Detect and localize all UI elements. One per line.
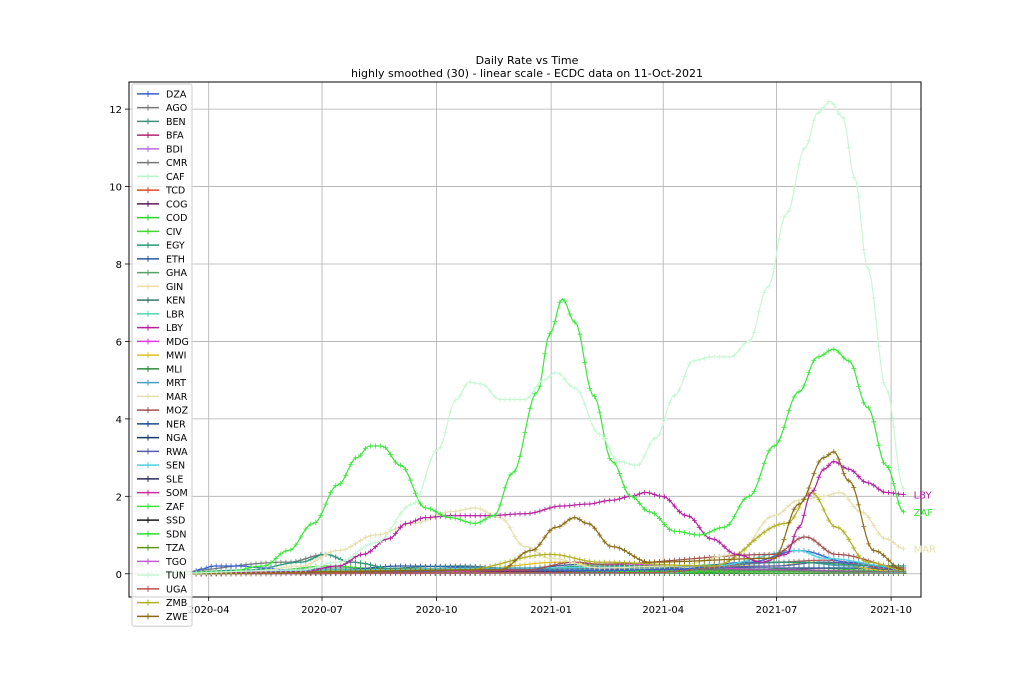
series-line (151, 452, 903, 574)
chart-subtitle: highly smoothed (30) - linear scale - EC… (351, 67, 703, 80)
y-tick-label: 2 (116, 492, 122, 503)
legend-label: GIN (166, 282, 183, 293)
x-tick-label: 2020-10 (416, 605, 458, 616)
legend-label: MRT (166, 378, 186, 389)
y-axis: 0 2 4 6 8 10 12 (109, 105, 129, 581)
end-label-lby: LBY (914, 490, 933, 501)
legend-label: BFA (166, 131, 184, 142)
series-zaf (149, 299, 906, 577)
end-labels: LBY ZAF MAR (914, 490, 936, 555)
legend-label: BDI (166, 144, 183, 155)
legend-label: CAF (166, 172, 185, 183)
legend-label: ETH (166, 254, 185, 265)
legend-label: SDN (166, 529, 186, 540)
legend-label: DZA (166, 89, 187, 100)
series-markers (149, 99, 906, 576)
series-markers (149, 459, 906, 576)
series-line (151, 299, 903, 574)
legend-label: TGO (165, 557, 187, 568)
legend-label: SSD (166, 516, 185, 527)
legend-label: COD (166, 213, 187, 224)
legend-label: TUN (165, 571, 186, 582)
legend-label: BEN (166, 117, 186, 128)
legend-label: LBY (166, 323, 183, 334)
legend-label: TCD (165, 186, 185, 197)
legend-label: CMR (166, 158, 188, 169)
legend-label: TZA (165, 543, 185, 554)
legend-label: UGA (166, 584, 187, 595)
legend-label: ZAF (166, 502, 184, 513)
series-markers (149, 299, 906, 577)
legend-label: COG (166, 199, 187, 210)
x-tick-label: 2020-07 (301, 605, 343, 616)
y-tick-label: 0 (116, 570, 122, 581)
legend-label: NER (166, 419, 186, 430)
legend-label: AGO (166, 103, 187, 114)
legend-label: SEN (166, 461, 185, 472)
end-label-mar: MAR (914, 545, 936, 556)
series-lines (149, 99, 906, 576)
legend-label: SOM (166, 488, 188, 499)
series-line (151, 102, 903, 574)
x-tick-label: 2020-04 (188, 605, 230, 616)
series-lby (149, 459, 906, 576)
legend-label: EGY (166, 241, 185, 252)
legend-label: MOZ (166, 406, 189, 417)
y-tick-label: 8 (116, 260, 122, 271)
legend-label: MLI (166, 364, 182, 375)
legend-label: MAR (166, 392, 188, 403)
legend-label: MWI (166, 351, 186, 362)
x-tick-label: 2021-01 (530, 605, 572, 616)
x-tick-label: 2021-04 (642, 605, 684, 616)
legend-label: MDG (166, 337, 189, 348)
y-tick-label: 10 (109, 183, 122, 194)
series-tun (149, 99, 906, 576)
legend-label: LBR (166, 309, 185, 320)
y-tick-label: 12 (109, 105, 122, 116)
x-tick-label: 2021-10 (870, 605, 912, 616)
legend-label: GHA (166, 268, 188, 279)
x-tick-label: 2021-07 (756, 605, 798, 616)
legend: DZA AGO BEN BFA BDI CMR CAF TCD COG COD CIV EGY ETH G… (132, 84, 192, 626)
legend-label: CIV (166, 227, 182, 238)
y-tick-label: 6 (116, 337, 122, 348)
chart-title: Daily Rate vs Time (476, 54, 579, 67)
legend-label: KEN (166, 296, 185, 307)
legend-label: ZMB (166, 598, 187, 609)
legend-label: SLE (166, 474, 183, 485)
legend-label: NGA (166, 433, 187, 444)
x-axis: 2020-04 2020-07 2020-10 2021-01 2021-04 2021-… (188, 597, 912, 616)
end-label-zaf: ZAF (914, 508, 934, 519)
y-tick-label: 4 (116, 415, 122, 426)
legend-label: ZWE (166, 612, 188, 623)
legend-label: RWA (166, 447, 188, 458)
